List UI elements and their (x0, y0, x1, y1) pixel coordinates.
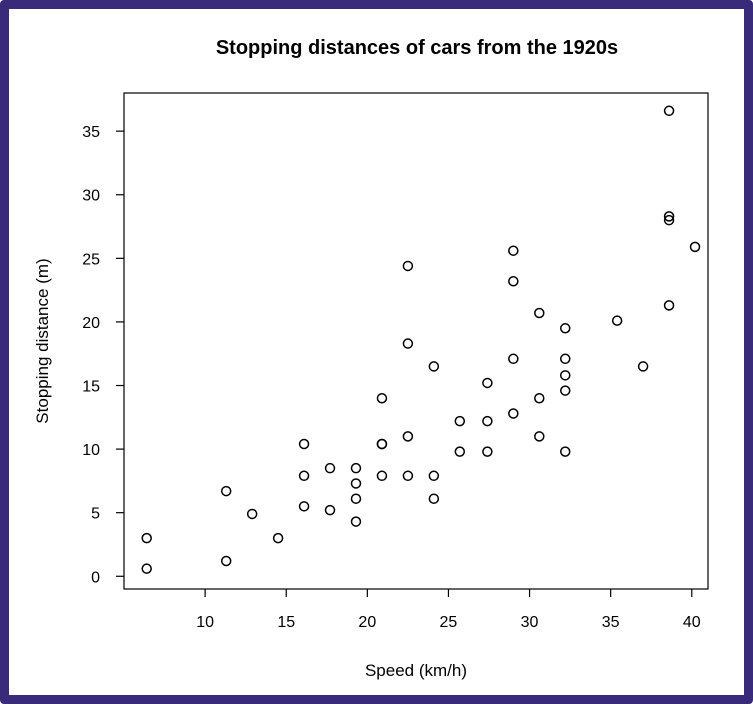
data-point (402, 470, 414, 482)
data-point (559, 446, 571, 457)
data-point (508, 353, 519, 365)
data-point (272, 532, 284, 544)
data-point (663, 211, 675, 222)
data-point (246, 508, 258, 520)
data-point (324, 462, 336, 474)
y-tick-label: 20 (82, 315, 100, 332)
data-point (376, 392, 388, 404)
data-point (637, 361, 649, 372)
data-point (402, 260, 414, 272)
y-tick-label: 0 (91, 569, 100, 586)
data-point (428, 361, 440, 372)
data-point (482, 415, 493, 427)
data-point (402, 431, 414, 442)
x-tick-label: 25 (440, 614, 458, 631)
y-tick-label: 30 (82, 188, 100, 205)
data-point (559, 370, 571, 381)
x-tick-label: 10 (196, 614, 214, 631)
y-axis-label: Stopping distance (m) (33, 258, 52, 423)
data-point (663, 105, 675, 117)
data-point (298, 438, 310, 450)
data-point (508, 245, 519, 256)
x-tick-label: 40 (683, 614, 701, 631)
data-point (559, 323, 571, 334)
data-point (141, 563, 152, 574)
data-point (454, 446, 466, 457)
y-tick-label: 5 (91, 506, 100, 523)
plot-area-box (123, 92, 709, 590)
data-point (663, 214, 675, 226)
x-tick-label: 20 (358, 614, 376, 631)
x-tick-label: 35 (602, 614, 620, 631)
data-point (559, 353, 571, 365)
x-tick-label: 30 (521, 614, 539, 631)
data-point (663, 300, 675, 311)
x-axis-label: Speed (km/h) (365, 661, 467, 680)
data-point (689, 241, 701, 253)
data-point (376, 470, 388, 482)
data-point (350, 478, 362, 489)
data-point (220, 485, 232, 497)
y-tick-label: 35 (82, 124, 100, 141)
data-point (534, 392, 545, 404)
data-point (350, 462, 362, 474)
y-tick-label: 10 (82, 442, 100, 459)
data-point (534, 431, 545, 442)
data-point (559, 385, 571, 396)
data-point (350, 493, 362, 504)
data-point (508, 408, 519, 419)
data-point (482, 446, 493, 457)
data-point (324, 504, 336, 516)
data-point (298, 501, 310, 512)
data-point (534, 307, 545, 319)
x-tick-label: 15 (277, 614, 295, 631)
data-point (402, 338, 414, 349)
y-tick-label: 25 (82, 251, 100, 268)
data-point (428, 470, 440, 482)
data-point (482, 377, 493, 389)
data-point (298, 470, 310, 482)
data-point (454, 415, 466, 427)
data-point (611, 315, 623, 326)
data-points (141, 105, 701, 574)
data-point (220, 555, 232, 567)
y-axis: 0 5 10 15 20 25 30 35 (82, 124, 124, 586)
chart-title: Stopping distances of cars from the 1920… (216, 37, 618, 59)
y-tick-label: 15 (82, 379, 100, 396)
data-point (141, 532, 152, 544)
x-axis: 10 15 20 25 30 35 40 (196, 589, 701, 631)
data-point (508, 275, 519, 287)
data-point (428, 493, 440, 504)
data-point (350, 516, 362, 527)
data-point (376, 438, 388, 450)
